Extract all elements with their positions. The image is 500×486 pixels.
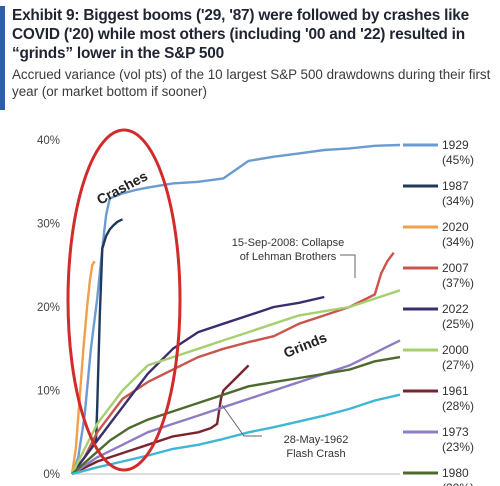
series-line-2007 xyxy=(71,251,395,475)
legend-label-2000: 2000 xyxy=(442,343,469,357)
crashes-highlight-ellipse xyxy=(66,128,182,472)
series-line-2022 xyxy=(71,295,325,475)
legend-sub-1987: (34%) xyxy=(442,194,474,208)
legend-sub-2000: (27%) xyxy=(442,358,474,372)
series-line-unlabeled xyxy=(71,393,401,476)
series-line-2000 xyxy=(70,289,401,475)
legend-label-2020: 2020 xyxy=(442,220,469,234)
series-line-1929 xyxy=(70,143,401,475)
annotation-flash-crash-leader xyxy=(221,404,262,437)
annotation-lehman-leader xyxy=(340,254,356,278)
y-tick-label: 10% xyxy=(37,386,60,398)
series-line-1961 xyxy=(71,364,250,476)
annotation-lehman: 15-Sep-2008: Collapse of Lehman Brothers xyxy=(232,237,345,263)
legend-sub-1980: (20%) xyxy=(442,481,474,486)
legend-sub-1929: (45%) xyxy=(442,153,474,167)
y-tick-label: 30% xyxy=(37,219,60,231)
legend-label-2022: 2022 xyxy=(442,302,469,316)
series-line-1973 xyxy=(71,339,401,476)
y-tick-label: 0% xyxy=(43,469,60,481)
legend-label-1987: 1987 xyxy=(442,179,469,193)
chart-subtitle: Accrued variance (vol pts) of the 10 lar… xyxy=(12,67,491,99)
legend-sub-1961: (28%) xyxy=(442,399,474,413)
annotation-flash-crash: 28-May-1962 Flash Crash xyxy=(284,434,349,460)
legend-sub-2020: (34%) xyxy=(442,235,474,249)
legend-sub-2007: (37%) xyxy=(442,276,474,290)
legend-label-1973: 1973 xyxy=(442,425,469,439)
legend-sub-2022: (25%) xyxy=(442,317,474,331)
y-tick-label: 20% xyxy=(37,302,60,314)
legend-label-2007: 2007 xyxy=(442,261,469,275)
exhibit-header: Exhibit 9: Biggest booms ('29, '87) were… xyxy=(12,6,492,100)
annotation-grinds: Grinds xyxy=(281,329,329,361)
series-line-1980 xyxy=(71,355,401,475)
legend-label-1929: 1929 xyxy=(442,138,469,152)
accent-bar xyxy=(0,6,5,110)
series-line-2020 xyxy=(70,260,96,475)
legend-label-1980: 1980 xyxy=(442,466,469,480)
legend-label-1961: 1961 xyxy=(442,384,469,398)
y-tick-label: 40% xyxy=(37,135,60,147)
legend-sub-1973: (23%) xyxy=(442,440,474,454)
chart-title: Exhibit 9: Biggest booms ('29, '87) were… xyxy=(12,7,470,62)
